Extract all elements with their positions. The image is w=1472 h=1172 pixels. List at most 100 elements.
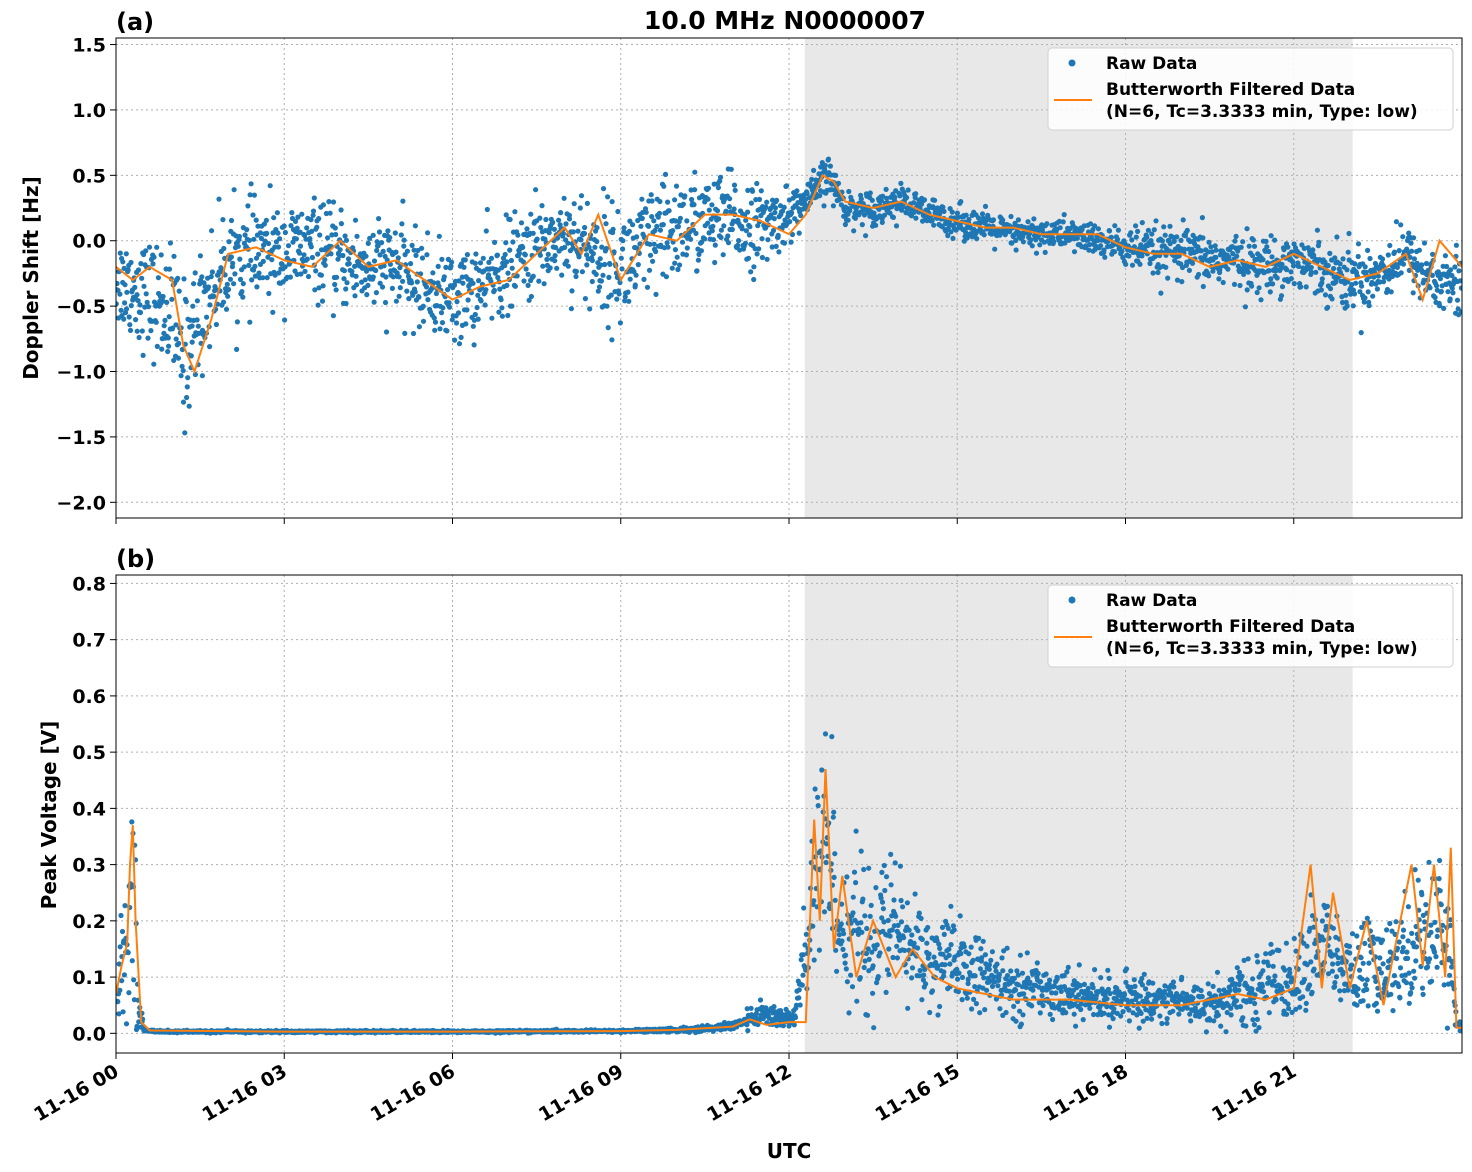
- raw-data-point: [993, 968, 999, 974]
- raw-data-point: [990, 217, 997, 223]
- raw-data-point: [955, 976, 961, 982]
- raw-data-point: [1362, 295, 1368, 301]
- raw-data-point: [155, 275, 161, 281]
- raw-data-point: [1314, 227, 1320, 233]
- raw-data-point: [1346, 230, 1352, 237]
- raw-data-point: [1398, 222, 1404, 228]
- raw-data-point: [845, 217, 851, 223]
- raw-data-point: [954, 966, 960, 972]
- raw-data-point: [957, 913, 963, 919]
- raw-data-point: [1339, 299, 1346, 306]
- raw-data-point: [435, 263, 441, 269]
- raw-data-point: [1143, 986, 1149, 992]
- raw-data-point: [367, 235, 373, 241]
- raw-data-point: [945, 233, 951, 239]
- raw-data-point: [746, 232, 753, 238]
- raw-data-point: [433, 290, 439, 297]
- raw-data-point: [882, 887, 888, 894]
- raw-data-point: [541, 281, 547, 287]
- raw-data-point: [539, 203, 545, 209]
- raw-data-point: [1147, 992, 1153, 998]
- raw-data-point: [234, 319, 240, 325]
- raw-data-point: [698, 248, 705, 254]
- raw-data-point: [996, 971, 1003, 978]
- raw-data-point: [682, 193, 688, 199]
- raw-data-point: [295, 214, 301, 220]
- raw-data-point: [993, 996, 1000, 1002]
- raw-data-point: [122, 903, 128, 909]
- raw-data-point: [236, 233, 242, 240]
- raw-data-point: [123, 306, 130, 312]
- raw-data-point: [257, 230, 263, 236]
- raw-data-point: [1253, 1009, 1259, 1016]
- raw-data-point: [603, 245, 610, 252]
- raw-data-point: [460, 280, 466, 286]
- raw-data-point: [909, 965, 916, 971]
- raw-data-point: [247, 319, 253, 325]
- raw-data-point: [956, 970, 962, 976]
- raw-data-point: [748, 1005, 754, 1011]
- raw-data-point: [864, 1012, 871, 1018]
- raw-data-point: [1240, 239, 1246, 245]
- raw-data-point: [275, 244, 282, 250]
- raw-data-point: [921, 197, 928, 203]
- raw-data-point: [116, 961, 122, 967]
- raw-data-point: [512, 283, 519, 289]
- raw-data-point: [545, 251, 551, 257]
- raw-data-point: [412, 289, 418, 295]
- raw-data-point: [898, 180, 904, 186]
- raw-data-point: [969, 1006, 975, 1012]
- raw-data-point: [1121, 992, 1128, 998]
- raw-data-point: [729, 226, 735, 233]
- raw-data-point: [1023, 984, 1029, 991]
- raw-data-point: [635, 262, 641, 268]
- raw-data-point: [1080, 1017, 1086, 1023]
- raw-data-point: [941, 931, 947, 938]
- raw-data-point: [1008, 968, 1014, 974]
- raw-data-point: [446, 304, 453, 310]
- raw-data-point: [370, 232, 376, 238]
- raw-data-point: [1200, 283, 1206, 290]
- raw-data-point: [398, 232, 404, 238]
- raw-data-point: [843, 952, 849, 958]
- raw-data-point: [320, 202, 326, 208]
- raw-data-point: [491, 287, 497, 293]
- raw-data-point: [1214, 969, 1221, 975]
- raw-data-point: [712, 242, 718, 248]
- raw-data-point: [184, 394, 190, 401]
- raw-data-point: [1270, 963, 1276, 969]
- raw-data-point: [1352, 261, 1358, 267]
- raw-data-point: [264, 275, 270, 281]
- raw-data-point: [1400, 261, 1407, 267]
- raw-data-point: [1209, 249, 1215, 255]
- raw-data-point: [986, 962, 993, 968]
- raw-data-point: [520, 244, 526, 250]
- raw-data-point: [1004, 945, 1010, 951]
- raw-data-point: [305, 273, 312, 280]
- raw-data-point: [220, 299, 227, 305]
- raw-data-point: [650, 258, 656, 264]
- raw-data-point: [1456, 268, 1462, 274]
- raw-data-point: [896, 937, 903, 943]
- raw-data-point: [327, 210, 333, 216]
- raw-data-point: [810, 923, 816, 929]
- raw-data-point: [649, 198, 655, 204]
- raw-data-point: [1246, 243, 1252, 249]
- raw-data-point: [492, 239, 498, 245]
- raw-data-point: [1050, 1016, 1056, 1023]
- raw-data-point: [371, 258, 378, 264]
- raw-data-point: [1265, 260, 1271, 266]
- raw-data-point: [611, 249, 617, 255]
- raw-data-point: [582, 296, 589, 302]
- raw-data-point: [1111, 1006, 1117, 1012]
- raw-data-point: [1453, 242, 1459, 248]
- raw-data-point: [663, 274, 670, 280]
- raw-data-point: [274, 210, 280, 216]
- raw-data-point: [926, 951, 932, 957]
- raw-data-point: [154, 343, 160, 349]
- raw-data-point: [560, 231, 567, 237]
- raw-data-point: [383, 274, 389, 280]
- raw-data-point: [1284, 267, 1290, 273]
- raw-data-point: [533, 187, 539, 193]
